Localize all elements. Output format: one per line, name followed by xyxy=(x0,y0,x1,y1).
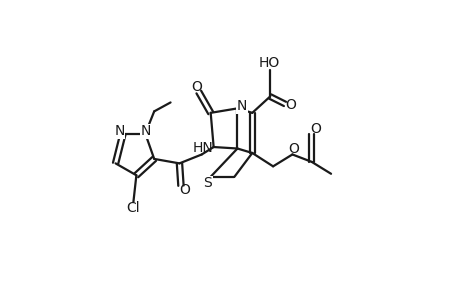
Text: O: O xyxy=(309,122,320,136)
Text: N: N xyxy=(236,99,246,113)
Text: S: S xyxy=(203,176,212,190)
Text: N: N xyxy=(140,124,151,138)
Text: N: N xyxy=(114,124,124,138)
Text: O: O xyxy=(287,142,298,156)
Text: HO: HO xyxy=(258,56,280,70)
Text: O: O xyxy=(284,98,295,112)
Text: Cl: Cl xyxy=(126,201,140,215)
Text: O: O xyxy=(190,80,202,94)
Text: HN: HN xyxy=(192,141,213,155)
Text: O: O xyxy=(179,183,190,197)
